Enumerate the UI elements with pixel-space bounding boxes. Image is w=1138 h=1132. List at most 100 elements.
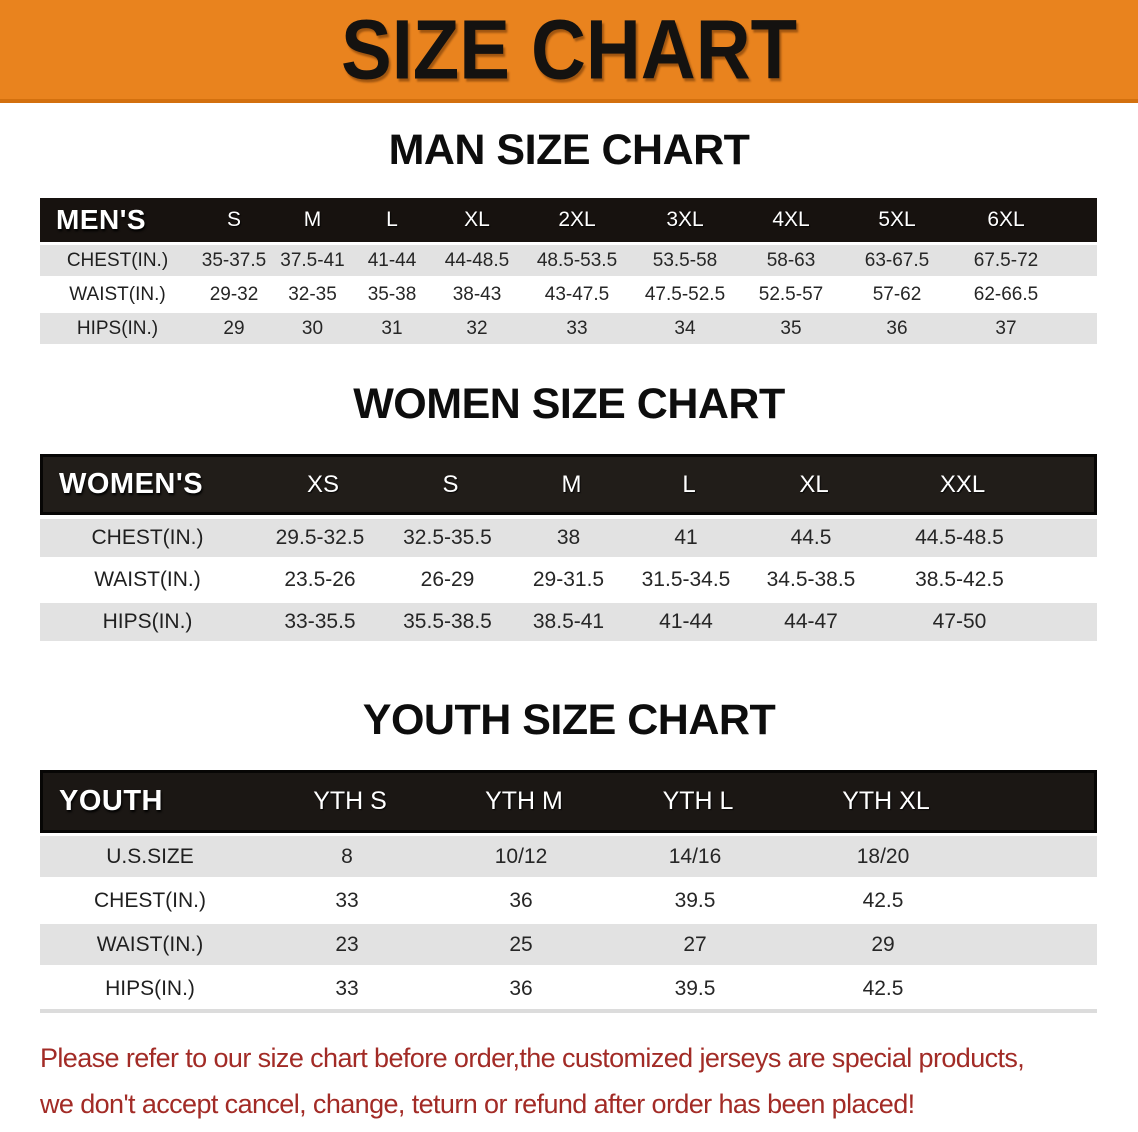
banner-title: SIZE CHART <box>341 2 797 96</box>
youth-table-body: U.S.SIZE 8 10/12 14/16 18/20 CHEST(IN.) 33 36 39… <box>40 836 1097 1009</box>
women-table-header-row: WOMEN'S XS S M L XL XXL <box>40 454 1097 515</box>
size-value: 48.5-53.5 <box>536 249 618 271</box>
row-label: CHEST(IN.) <box>66 249 169 271</box>
size-column-header: M <box>303 208 322 231</box>
size-value: 34.5-38.5 <box>766 568 856 591</box>
size-value: 41-44 <box>367 249 417 271</box>
row-label: CHEST(IN.) <box>94 888 206 912</box>
size-value: 29-32 <box>209 283 259 305</box>
table-row: U.S.SIZE 8 10/12 14/16 18/20 <box>40 836 1097 877</box>
size-value: 36 <box>509 888 533 912</box>
size-value: 38.5-41 <box>532 610 605 633</box>
size-column-header: L <box>682 470 696 498</box>
size-value: 42.5 <box>862 976 904 1000</box>
size-value: 35.5-38.5 <box>403 610 492 633</box>
size-value: 34 <box>674 317 696 339</box>
table-row: CHEST(IN.) 29.5-32.5 32.5-35.5 38 41 44.5 44.5… <box>40 519 1097 557</box>
size-value: 33 <box>335 976 359 1000</box>
men-size-chart-section: MAN SIZE CHART MEN'S S M L XL 2XL 3XL 4XL 5XL 6XL… <box>0 128 1138 344</box>
size-value: 38-43 <box>452 283 502 305</box>
disclaimer-line1: Please refer to our size chart before or… <box>40 1043 1025 1073</box>
size-value: 33 <box>335 888 359 912</box>
size-value: 44-48.5 <box>444 249 510 271</box>
size-column-header: YTH L <box>662 787 734 815</box>
size-value: 29.5-32.5 <box>275 526 365 549</box>
size-value: 32.5-35.5 <box>403 526 492 549</box>
size-value: 10/12 <box>494 844 548 868</box>
size-value: 36 <box>509 976 533 1000</box>
table-row: WAIST(IN.) 23 25 27 29 <box>40 924 1097 965</box>
size-column-header: YTH XL <box>842 787 930 815</box>
women-section-title: WOMEN SIZE CHART <box>353 380 785 428</box>
youth-section-title: YOUTH SIZE CHART <box>362 696 776 744</box>
size-column-header: 6XL <box>987 208 1025 231</box>
women-size-chart-section: WOMEN SIZE CHART WOMEN'S XS S M L XL XXL CHEST… <box>0 382 1138 641</box>
row-label: HIPS(IN.) <box>105 976 195 1000</box>
table-row: CHEST(IN.) 33 36 39.5 42.5 <box>40 880 1097 921</box>
size-value: 53.5-58 <box>652 249 718 271</box>
banner: SIZE CHART <box>0 0 1138 103</box>
row-label: WAIST(IN.) <box>69 283 166 305</box>
size-value: 8 <box>341 844 353 868</box>
table-row: HIPS(IN.) 33 36 39.5 42.5 <box>40 968 1097 1009</box>
size-value: 63-67.5 <box>864 249 930 271</box>
women-size-table: WOMEN'S XS S M L XL XXL CHEST(IN.) 29.5-32.5 32.… <box>40 454 1097 641</box>
youth-size-table: YOUTH YTH S YTH M YTH L YTH XL U.S.SIZE 8 10/1… <box>40 770 1097 1009</box>
size-value: 44-47 <box>784 610 838 633</box>
men-table-header-row: MEN'S S M L XL 2XL 3XL 4XL 5XL 6XL <box>40 198 1097 242</box>
table-row: HIPS(IN.) 33-35.5 35.5-38.5 38.5-41 41-44 44-… <box>40 603 1097 641</box>
size-value: 38 <box>556 526 581 549</box>
size-column-header: 3XL <box>666 208 704 231</box>
size-value: 67.5-72 <box>973 249 1039 271</box>
youth-table-header-row: YOUTH YTH S YTH M YTH L YTH XL <box>40 770 1097 833</box>
size-column-header: M <box>561 470 582 498</box>
size-value: 31 <box>381 317 403 339</box>
size-value: 32-35 <box>288 283 337 305</box>
size-column-header: 2XL <box>558 208 596 231</box>
size-value: 27 <box>683 932 707 956</box>
size-value: 33-35.5 <box>284 610 356 633</box>
men-size-table: MEN'S S M L XL 2XL 3XL 4XL 5XL 6XL CHEST(IN.) 35-3… <box>40 198 1097 344</box>
size-value: 33 <box>566 317 588 339</box>
row-label: CHEST(IN.) <box>91 526 204 549</box>
row-label: WAIST(IN.) <box>96 932 204 956</box>
size-column-header: YTH M <box>485 787 563 815</box>
table-corner-label: MEN'S <box>56 204 147 235</box>
size-column-header: 5XL <box>878 208 916 231</box>
table-row: HIPS(IN.) 29 30 31 32 33 34 35 36 37 <box>40 313 1097 344</box>
size-value: 47-50 <box>932 610 987 633</box>
size-value: 41-44 <box>659 610 713 633</box>
table-row: CHEST(IN.) 35-37.5 37.5-41 41-44 44-48.5 48.5… <box>40 245 1097 276</box>
table-corner-label: WOMEN'S <box>59 468 204 500</box>
size-value: 41 <box>674 526 698 549</box>
row-label: HIPS(IN.) <box>102 610 193 633</box>
size-column-header: S <box>442 470 459 498</box>
size-value: 32 <box>466 317 488 339</box>
size-column-header: XXL <box>939 470 986 498</box>
size-value: 26-29 <box>420 568 475 591</box>
disclaimer: Please refer to our size chart before or… <box>40 1035 1138 1127</box>
size-value: 36 <box>886 317 908 339</box>
table-corner-label: YOUTH <box>59 785 163 817</box>
size-value: 39.5 <box>674 976 716 1000</box>
size-value: 29 <box>223 317 245 339</box>
size-value: 39.5 <box>674 888 716 912</box>
size-value: 35-38 <box>367 283 417 305</box>
size-value: 37 <box>995 317 1017 339</box>
size-value: 37.5-41 <box>280 249 345 271</box>
size-value: 35-37.5 <box>201 249 267 271</box>
size-column-header: L <box>386 208 398 231</box>
size-value: 62-66.5 <box>973 283 1039 305</box>
size-value: 42.5 <box>862 888 904 912</box>
size-value: 18/20 <box>856 844 910 868</box>
size-value: 43-47.5 <box>544 283 610 305</box>
size-column-header: 4XL <box>772 208 810 231</box>
size-column-header: XL <box>464 208 490 231</box>
table-row: WAIST(IN.) 23.5-26 26-29 29-31.5 31.5-34.5 34… <box>40 561 1097 599</box>
size-value: 31.5-34.5 <box>641 568 731 591</box>
size-column-header: XL <box>799 470 829 498</box>
row-label: WAIST(IN.) <box>94 568 201 591</box>
size-value: 38.5-42.5 <box>915 568 1004 591</box>
disclaimer-line2: we don't accept cancel, change, teturn o… <box>40 1089 915 1119</box>
